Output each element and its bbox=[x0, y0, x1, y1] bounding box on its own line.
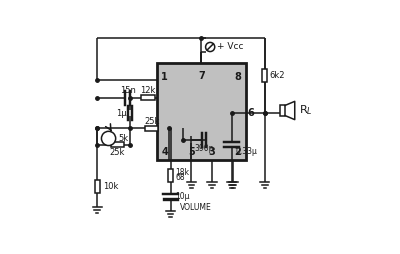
Text: 15n: 15n bbox=[120, 86, 136, 95]
Text: 2: 2 bbox=[234, 147, 241, 157]
Text: 6: 6 bbox=[247, 108, 254, 118]
Circle shape bbox=[102, 131, 116, 146]
Text: 4: 4 bbox=[161, 147, 168, 157]
Text: 390p: 390p bbox=[194, 144, 214, 153]
Bar bbox=[262, 69, 267, 82]
Bar bbox=[141, 95, 154, 100]
Text: VOLUME: VOLUME bbox=[180, 202, 212, 212]
Text: 8: 8 bbox=[234, 72, 241, 83]
Text: 0,33μ: 0,33μ bbox=[236, 147, 258, 156]
Text: 3: 3 bbox=[208, 147, 215, 157]
Bar bbox=[94, 180, 100, 193]
Text: 68: 68 bbox=[175, 173, 185, 182]
Text: 7: 7 bbox=[198, 71, 205, 81]
Text: 1: 1 bbox=[161, 72, 168, 83]
Bar bbox=[111, 142, 124, 147]
Text: 18k: 18k bbox=[175, 168, 189, 177]
Text: + Vcc: + Vcc bbox=[216, 42, 243, 52]
Text: 5k: 5k bbox=[118, 134, 128, 143]
Text: 6k2: 6k2 bbox=[269, 71, 285, 80]
Bar bbox=[168, 169, 173, 182]
Bar bbox=[157, 64, 246, 160]
Bar bbox=[145, 126, 158, 131]
Text: 1μ: 1μ bbox=[116, 108, 126, 118]
Text: 5: 5 bbox=[188, 147, 195, 157]
Circle shape bbox=[206, 42, 215, 52]
Text: 10μ: 10μ bbox=[175, 192, 190, 201]
Text: 10k: 10k bbox=[104, 182, 119, 191]
Text: 12k: 12k bbox=[140, 86, 156, 95]
Text: R$_L$: R$_L$ bbox=[299, 104, 313, 117]
Text: 25k: 25k bbox=[110, 148, 125, 157]
Text: 25k: 25k bbox=[144, 117, 160, 126]
Bar bbox=[280, 105, 285, 116]
